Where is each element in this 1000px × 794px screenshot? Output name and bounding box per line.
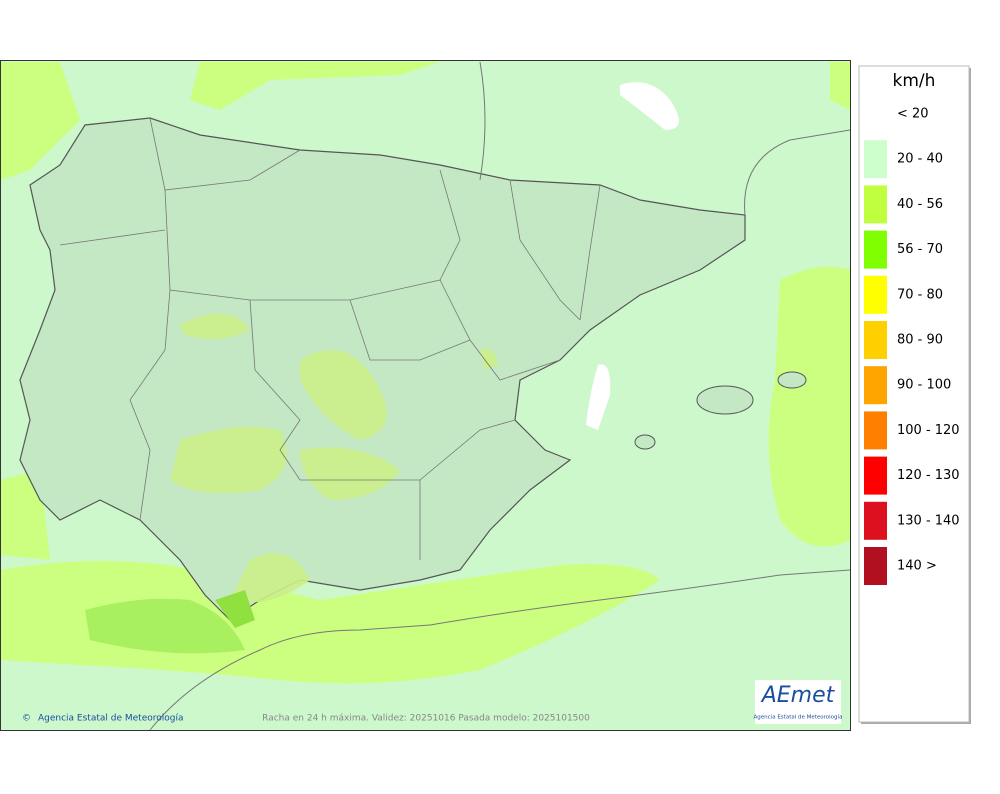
regional-borders: [59, 117, 601, 560]
legend-swatch: [864, 456, 887, 495]
island: [696, 385, 754, 415]
coastline: [479, 61, 851, 216]
legend-swatch: [864, 501, 887, 540]
calm-area: [620, 82, 679, 130]
caption: Racha en 24 h máxima. Validez: 20251016 …: [262, 714, 590, 724]
legend-swatch: [864, 230, 887, 269]
island: [634, 434, 656, 450]
map: © Agencia Estatal de Meteorología Racha …: [0, 60, 851, 731]
legend-label: 130 - 140: [897, 513, 960, 528]
legend-swatch: [864, 411, 887, 450]
legend-label: 56 - 70: [897, 242, 943, 257]
legend-label: 120 - 130: [897, 468, 960, 483]
logo: AEmet: [760, 683, 836, 708]
legend-label: 140 >: [897, 559, 937, 574]
wind-area: [85, 598, 245, 654]
legend-label: 40 - 56: [897, 197, 943, 212]
legend: km/h < 20 20 - 40 40 - 56 56 - 70 70 - 80 80 …: [858, 65, 971, 724]
wind-area: [190, 62, 440, 110]
legend-label: 70 - 80: [897, 287, 943, 302]
legend-swatch: [864, 321, 887, 359]
legend-label: < 20: [897, 107, 929, 122]
legend-label: 80 - 90: [897, 333, 943, 348]
wind-area: [1, 62, 80, 180]
legend-swatch: [864, 547, 887, 585]
credit: Agencia Estatal de Meteorología: [38, 714, 184, 724]
copyright-mark: ©: [22, 714, 31, 724]
legend-label: 90 - 100: [897, 378, 951, 393]
wind-area: [170, 313, 498, 603]
wind-area: [215, 590, 255, 628]
land: [19, 117, 746, 621]
island: [777, 371, 807, 389]
logo-box: [755, 680, 841, 724]
legend-swatch: [864, 366, 887, 405]
wind-area: [1, 561, 660, 684]
legend-unit: km/h: [893, 71, 936, 91]
coastline: [149, 569, 851, 731]
legend-label: 100 - 120: [897, 423, 960, 438]
logo-subtitle: Agencia Estatal de Meteorología: [754, 714, 843, 721]
legend-swatch: [864, 140, 887, 179]
legend-label: 20 - 40: [897, 152, 943, 167]
wind-area: [830, 62, 850, 110]
legend-swatch: [864, 185, 887, 224]
wind-area: [768, 266, 850, 547]
legend-swatch: [864, 275, 887, 314]
calm-area: [586, 364, 611, 430]
